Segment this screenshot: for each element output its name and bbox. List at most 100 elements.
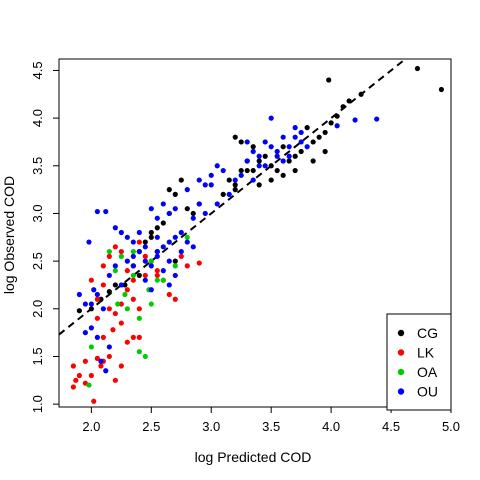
data-point: [256, 182, 262, 188]
data-point: [184, 239, 190, 245]
data-point: [148, 229, 154, 236]
data-point: [208, 182, 214, 188]
series-ou: [76, 115, 380, 374]
data-point: [262, 139, 268, 145]
data-point: [118, 301, 124, 307]
data-point: [322, 148, 328, 155]
data-point: [214, 201, 220, 207]
data-point: [268, 144, 274, 150]
series-oa: [86, 234, 190, 388]
data-point: [98, 358, 104, 364]
data-point: [280, 134, 286, 140]
data-point: [76, 308, 82, 314]
data-point: [130, 334, 136, 340]
data-point: [106, 248, 112, 255]
data-point: [106, 289, 112, 295]
data-point: [172, 296, 178, 302]
data-point: [88, 344, 94, 350]
legend-marker: [397, 329, 405, 337]
data-point: [94, 315, 100, 321]
data-point: [178, 229, 184, 236]
y-tick-label: 1.5: [30, 347, 45, 365]
data-point: [136, 248, 142, 255]
data-point: [148, 206, 154, 212]
data-point: [274, 148, 280, 155]
data-point: [232, 177, 238, 183]
data-point: [98, 296, 104, 302]
data-point: [148, 287, 154, 293]
data-point: [136, 239, 142, 245]
data-point: [298, 148, 304, 155]
data-point: [346, 98, 352, 104]
data-point: [70, 384, 76, 390]
data-point: [124, 339, 130, 345]
x-tick-label: 2.0: [82, 419, 100, 434]
data-point: [106, 253, 112, 259]
legend-label: OA: [417, 364, 438, 380]
data-point: [106, 353, 112, 360]
data-point: [172, 272, 178, 279]
x-tick-label: 5.0: [442, 419, 460, 434]
data-point: [190, 215, 196, 221]
data-point: [136, 272, 142, 279]
data-point: [136, 229, 142, 236]
data-point: [154, 272, 160, 279]
data-point: [148, 301, 154, 307]
data-point: [268, 115, 274, 121]
data-point: [166, 282, 172, 288]
data-point: [160, 201, 166, 207]
x-tick-label: 3.0: [202, 419, 220, 434]
data-point: [91, 287, 97, 293]
data-point: [148, 258, 154, 264]
data-point: [292, 125, 298, 131]
data-point: [82, 301, 88, 307]
x-axis: 2.0 2.5 3.0 3.5 4.0 4.5 5.0: [82, 407, 460, 434]
data-point: [112, 377, 118, 383]
data-point: [172, 206, 178, 212]
data-point: [250, 144, 256, 150]
data-point: [94, 291, 100, 298]
data-point: [103, 368, 109, 374]
data-point: [244, 139, 250, 145]
data-point: [244, 167, 250, 174]
y-tick-label: 2.5: [30, 252, 45, 270]
data-point: [244, 158, 250, 164]
data-point: [292, 153, 298, 159]
data-point: [280, 158, 286, 164]
y-tick-label: 2.0: [30, 300, 45, 318]
data-point: [73, 377, 79, 383]
data-point: [184, 263, 190, 269]
data-point: [298, 129, 304, 136]
data-point: [352, 117, 358, 123]
data-point: [112, 263, 118, 269]
data-point: [310, 139, 316, 145]
data-point: [124, 258, 130, 264]
data-point: [250, 167, 256, 174]
data-point: [112, 268, 118, 274]
legend-label: CG: [417, 325, 438, 341]
data-point: [130, 277, 136, 283]
data-point: [124, 287, 130, 293]
data-point: [280, 144, 286, 150]
data-point: [178, 248, 184, 255]
x-tick-label: 4.0: [322, 419, 340, 434]
data-point: [86, 382, 92, 388]
y-tick-label: 4.0: [30, 109, 45, 127]
data-point: [136, 349, 142, 355]
data-point: [154, 248, 160, 255]
data-point: [208, 172, 214, 178]
data-point: [136, 334, 142, 340]
data-point: [178, 253, 184, 259]
data-point: [172, 258, 178, 264]
data-point: [100, 263, 106, 269]
data-point: [130, 253, 136, 259]
series-lk: [70, 239, 202, 404]
legend-box: [386, 313, 452, 411]
data-point: [100, 306, 106, 312]
data-point: [166, 258, 172, 264]
data-point: [358, 91, 364, 97]
y-tick-label: 3.0: [30, 204, 45, 222]
data-point: [256, 153, 262, 159]
data-point: [172, 263, 178, 269]
